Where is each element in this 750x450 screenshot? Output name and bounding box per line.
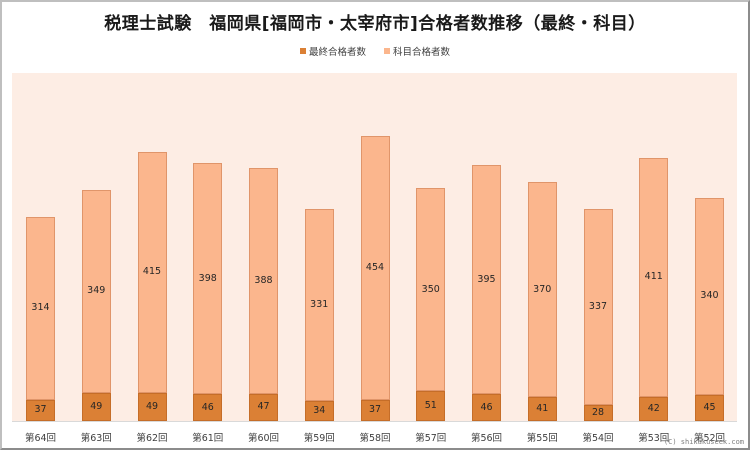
legend-item-subject: 科目合格者数 — [384, 44, 450, 58]
legend-item-final: 最終合格者数 — [299, 44, 366, 58]
data-label-subject: 411 — [644, 271, 663, 283]
data-label-subject: 340 — [700, 290, 719, 302]
x-tick-label: 第52回 — [693, 433, 726, 444]
bar-subject-passers — [360, 135, 390, 400]
data-label-final: 41 — [536, 403, 549, 415]
x-tick-label: 第63回 — [80, 433, 112, 444]
legend-swatch-subject — [384, 48, 390, 54]
x-tick-label: 第62回 — [136, 433, 168, 444]
data-label-final: 34 — [313, 405, 326, 417]
data-label-final: 51 — [424, 400, 437, 412]
data-label-final: 37 — [34, 404, 47, 416]
bar-final-passers — [472, 394, 501, 421]
data-label-subject: 395 — [477, 273, 496, 285]
x-tick-label: 第53回 — [638, 433, 670, 444]
bar-subject-passers — [639, 158, 669, 397]
x-tick-label: 第57回 — [415, 433, 447, 444]
legend-label-final: 最終合格者数 — [308, 47, 366, 58]
data-label-final: 45 — [703, 401, 716, 413]
bar-subject-passers — [527, 182, 557, 398]
bar-subject-passers — [583, 209, 613, 405]
data-label-final: 28 — [591, 406, 605, 418]
chart-title: 税理士試験 福岡県[福岡市・太宰府市]合格者数推移（最終・科目） — [104, 14, 646, 34]
data-label-subject: 388 — [254, 275, 273, 287]
x-tick-label: 第58回 — [359, 433, 391, 444]
data-label-final: 47 — [257, 401, 270, 413]
x-tick-label: 第64回 — [24, 433, 57, 444]
chart-legend: 最終合格者数 科目合格者数 — [0, 44, 750, 58]
bar-subject-passers — [81, 189, 111, 393]
data-label-subject: 350 — [421, 283, 440, 295]
bar-final-passers — [81, 392, 111, 421]
copyright-credit: (C) shikakuseek.com — [663, 438, 744, 446]
bar-subject-passers — [472, 164, 501, 395]
data-label-final: 49 — [90, 400, 103, 412]
bar-subject-passers — [137, 151, 167, 393]
x-axis-line — [12, 421, 737, 422]
x-tick-label: 第59回 — [303, 433, 335, 444]
bar-subject-passers — [304, 209, 334, 402]
data-label-final: 46 — [480, 401, 493, 413]
bar-final-passers — [416, 391, 446, 421]
bar-subject-passers — [26, 217, 55, 400]
bar-subject-passers — [249, 168, 278, 394]
data-label-subject: 415 — [142, 266, 162, 278]
data-label-final: 49 — [145, 400, 159, 412]
data-label-subject: 314 — [31, 302, 50, 314]
data-label-subject: 398 — [198, 272, 217, 284]
x-tick-label: 第61回 — [192, 433, 224, 444]
x-tick-label: 第56回 — [470, 433, 503, 444]
bar-final-passers — [137, 392, 167, 421]
x-tick-label: 第55回 — [526, 433, 558, 444]
bar-final-passers — [26, 399, 55, 421]
data-label-subject: 337 — [588, 300, 608, 312]
legend-swatch-final — [299, 48, 306, 54]
data-label-subject: 331 — [310, 299, 329, 311]
bar-subject-passers — [695, 197, 724, 395]
bar-final-passers — [639, 396, 669, 421]
legend-label-subject: 科目合格者数 — [393, 47, 451, 58]
data-label-final: 46 — [201, 401, 214, 413]
bar-final-passers — [249, 393, 278, 421]
bar-final-passers — [304, 401, 334, 421]
bar-final-passers — [360, 399, 390, 421]
data-label-subject: 454 — [365, 261, 385, 273]
data-label-final: 42 — [647, 402, 660, 414]
bar-final-passers — [527, 397, 557, 421]
bar-subject-passers — [193, 163, 223, 395]
data-label-final: 37 — [368, 404, 382, 416]
data-label-subject: 349 — [87, 285, 106, 297]
bar-final-passers — [583, 404, 613, 421]
x-tick-label: 第60回 — [247, 433, 280, 444]
bar-final-passers — [193, 394, 223, 421]
bar-subject-passers — [416, 188, 446, 392]
data-label-subject: 370 — [533, 283, 552, 295]
x-tick-label: 第54回 — [582, 433, 614, 444]
bar-final-passers — [695, 394, 724, 421]
